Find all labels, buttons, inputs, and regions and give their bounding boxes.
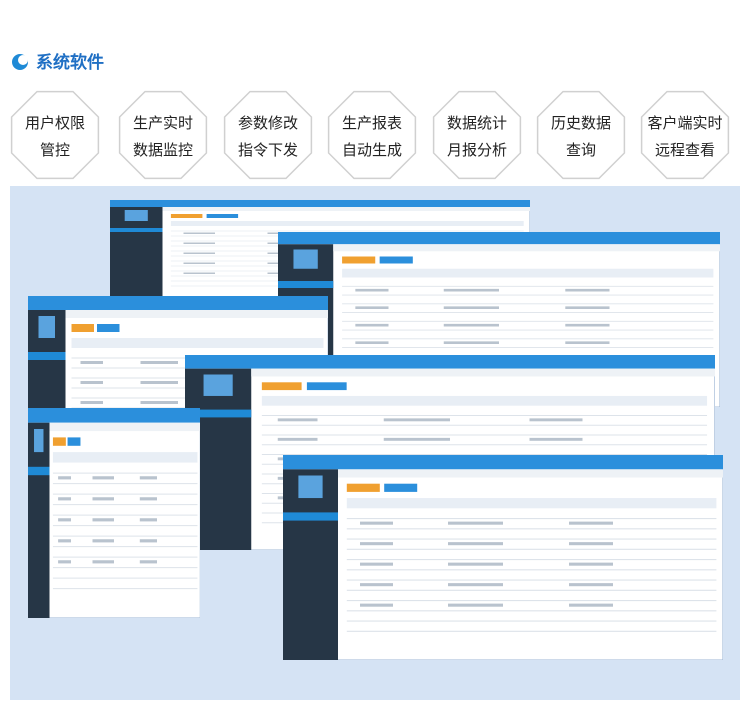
feature-label: 查询	[566, 141, 596, 159]
feature-badge	[640, 90, 730, 180]
feature-badge	[223, 90, 313, 180]
feature-label: 参数修改	[238, 114, 298, 132]
feature-label: 用户权限	[25, 114, 85, 132]
screenshot-window	[28, 408, 200, 618]
feature-label: 远程查看	[655, 141, 715, 159]
feature-badge	[536, 90, 626, 180]
feature-label: 生产实时	[133, 114, 193, 132]
feature-label: 生产报表	[342, 114, 402, 132]
screenshot-window	[283, 455, 723, 660]
feature-badge	[10, 90, 100, 180]
feature-badge	[432, 90, 522, 180]
feature-label: 管控	[40, 141, 70, 159]
feature-label: 历史数据	[551, 114, 611, 132]
feature-label: 客户端实时	[647, 114, 722, 132]
feature-label: 数据统计	[447, 114, 507, 132]
title-icon-inner	[18, 55, 28, 65]
feature-label: 月报分析	[447, 141, 507, 159]
feature-label: 指令下发	[238, 141, 298, 159]
feature-badge	[118, 90, 208, 180]
feature-label: 数据监控	[133, 141, 193, 159]
feature-label: 自动生成	[342, 141, 402, 159]
feature-badge	[327, 90, 417, 180]
section-title: 系统软件	[36, 52, 104, 73]
